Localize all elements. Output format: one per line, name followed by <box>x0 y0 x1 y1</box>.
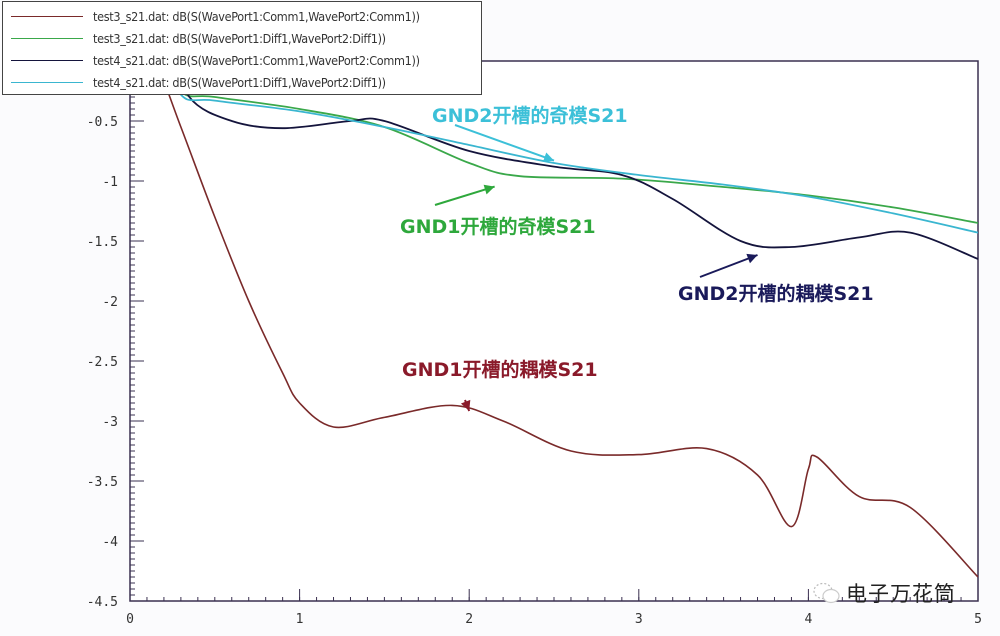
y-tick-label: -2 <box>102 295 118 310</box>
legend-swatch <box>11 81 83 83</box>
y-tick-label: -2.5 <box>87 355 118 370</box>
x-tick-label: 3 <box>635 612 643 627</box>
annotation-arrow <box>454 124 555 162</box>
y-tick-label: -3 <box>102 415 118 430</box>
arrow-head-icon <box>542 152 554 162</box>
annotation-arrows <box>434 124 758 412</box>
legend-label: test3_s21.dat: dB(S(WavePort1:Diff1,Wave… <box>93 30 386 46</box>
arrow-head-icon <box>483 184 495 195</box>
x-tick-label: 0 <box>126 612 134 627</box>
x-tick-label: 2 <box>465 612 473 627</box>
y-tick-label: -4.5 <box>87 595 118 610</box>
annotation-arrow <box>699 254 758 278</box>
legend-swatch <box>11 37 83 39</box>
legend-swatch <box>11 15 83 17</box>
y-tick-label: -0.5 <box>87 115 118 130</box>
arrow-head-icon <box>460 399 471 411</box>
series-line <box>167 61 978 234</box>
legend-item: test4_s21.dat: dB(S(WavePort1:Diff1,Wave… <box>11 71 386 93</box>
legend-swatch <box>11 59 83 61</box>
x-tick-label: 5 <box>974 612 982 627</box>
series-lines <box>154 61 978 578</box>
arrow-head-icon <box>746 253 758 264</box>
series-line <box>154 61 978 578</box>
annotation-gnd2-odd: GND2开槽的奇模S21 <box>432 105 628 127</box>
series-line <box>175 61 978 260</box>
x-tick-label: 4 <box>804 612 812 627</box>
legend-label: test4_s21.dat: dB(S(WavePort1:Diff1,Wave… <box>93 74 386 90</box>
watermark: 电子万花筒 <box>812 578 956 608</box>
annotation-gnd1-odd: GND1开槽的奇模S21 <box>400 216 596 238</box>
axis-ticks: -0.5 -1 -1.5 -2 -2.5 -3 -3.5 -4 -4.5 0 1 2 3 4 5 <box>87 60 982 627</box>
legend-item: test4_s21.dat: dB(S(WavePort1:Comm1,Wave… <box>11 49 420 71</box>
legend: test3_s21.dat: dB(S(WavePort1:Comm1,Wave… <box>2 1 482 95</box>
y-tick-label: -1.5 <box>87 235 118 250</box>
annotation-gnd1-comm: GND1开槽的耦模S21 <box>402 359 598 381</box>
watermark-text: 电子万花筒 <box>846 582 956 606</box>
annotation-gnd2-comm: GND2开槽的耦模S21 <box>678 283 874 305</box>
wechat-icon <box>813 582 840 604</box>
plot-frame <box>129 60 979 602</box>
legend-label: test4_s21.dat: dB(S(WavePort1:Comm1,Wave… <box>93 52 420 68</box>
legend-item: test3_s21.dat: dB(S(WavePort1:Diff1,Wave… <box>11 27 386 49</box>
series-line <box>167 61 978 224</box>
y-tick-label: -3.5 <box>87 475 118 490</box>
legend-label: test3_s21.dat: dB(S(WavePort1:Comm1,Wave… <box>93 8 420 24</box>
y-tick-label: -1 <box>102 175 118 190</box>
annotation-arrow <box>434 185 495 206</box>
legend-item: test3_s21.dat: dB(S(WavePort1:Comm1,Wave… <box>11 5 420 27</box>
x-tick-label: 1 <box>296 612 304 627</box>
y-tick-label: -4 <box>102 535 118 550</box>
